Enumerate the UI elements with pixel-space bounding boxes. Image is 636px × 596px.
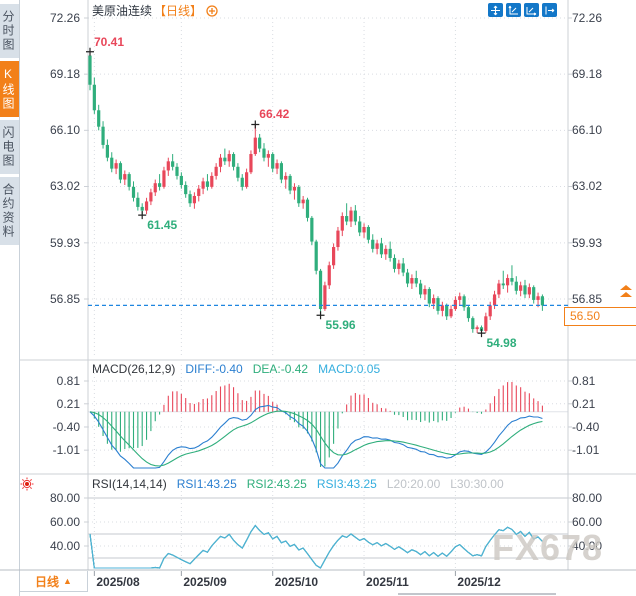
price-axis-label-left: 63.02 bbox=[49, 179, 80, 194]
price-axis-label-right: 72.26 bbox=[572, 11, 603, 25]
price-annotation-high: 66.42 bbox=[259, 107, 290, 122]
rsi-name-label: RSI(14,14,14) bbox=[92, 477, 167, 491]
period-tag: 【日线】 bbox=[154, 4, 203, 18]
macd-header: MACD(26,12,9) DIFF:-0.40 DEA:-0.42 MACD:… bbox=[92, 362, 380, 376]
chevron-up-icon: ▲ bbox=[63, 576, 72, 586]
sidebar-tab-flash-chart[interactable]: 闪电图 bbox=[0, 120, 19, 174]
macd-name-label: MACD(26,12,9) bbox=[92, 362, 176, 376]
date-axis-label: 2025/09 bbox=[183, 575, 227, 589]
candles-layer bbox=[88, 51, 544, 334]
macd-axis-label-left: -0.40 bbox=[52, 419, 80, 434]
sidebar-tab-time-chart[interactable]: 分时图 bbox=[0, 4, 19, 58]
rsi1-value: RSI1:43.25 bbox=[176, 477, 237, 491]
watermark: FX678 bbox=[492, 527, 604, 568]
add-circle-icon[interactable] bbox=[206, 4, 218, 17]
period-selector-button[interactable]: 日线 ▲ bbox=[20, 571, 88, 592]
price-axis-label-right: 59.93 bbox=[572, 235, 603, 250]
price-annotation-low: 54.98 bbox=[486, 336, 517, 351]
symbol-title: 美原油连续 bbox=[92, 4, 153, 18]
current-price-box: 56.50 bbox=[564, 307, 636, 326]
horizontal-scrollbar[interactable] bbox=[398, 593, 556, 595]
macd-layer bbox=[89, 382, 543, 469]
rsi-layer bbox=[89, 524, 543, 569]
price-axis-label-left: 69.18 bbox=[49, 67, 80, 82]
price-axis-label-left: 66.10 bbox=[49, 123, 80, 138]
rsi-axis-label-right: 40.00 bbox=[572, 539, 603, 553]
price-axis-label-left: 56.85 bbox=[49, 292, 80, 306]
macd-axis-label-right: 0.81 bbox=[572, 374, 596, 388]
price-axis-label-right: 56.85 bbox=[572, 292, 603, 306]
sidebar-tab-contract-info[interactable]: 合约资料 bbox=[0, 177, 19, 245]
rsi-l30-value: L30:30.00 bbox=[450, 477, 504, 491]
chart-toolbar bbox=[488, 3, 557, 17]
collapse-panel-icon[interactable] bbox=[542, 3, 557, 17]
date-axis-label: 2025/10 bbox=[274, 575, 319, 589]
rsi-header: RSI(14,14,14) RSI1:43.25 RSI2:43.25 RSI3… bbox=[92, 477, 504, 491]
date-axis-label: 2025/08 bbox=[96, 575, 140, 589]
annotation-markers-layer bbox=[86, 47, 486, 338]
price-annotation-high: 70.41 bbox=[94, 34, 125, 49]
sidebar-tab-kline-chart[interactable]: K线图 bbox=[0, 61, 19, 117]
price-axis-label-right: 69.18 bbox=[572, 67, 603, 82]
sun-settings-icon[interactable] bbox=[20, 477, 34, 491]
zoom-y-axis-icon[interactable] bbox=[506, 3, 521, 17]
macd-macd-value: MACD:0.05 bbox=[318, 362, 381, 376]
macd-axis-label-left: -1.01 bbox=[52, 443, 80, 458]
rsi-axis-label-right: 80.00 bbox=[572, 491, 603, 505]
macd-diff-value: DIFF:-0.40 bbox=[185, 362, 243, 376]
price-axis-label-left: 59.93 bbox=[49, 235, 80, 250]
macd-axis-label-right: -0.40 bbox=[572, 419, 600, 434]
macd-axis-label-right: -1.01 bbox=[572, 443, 600, 458]
price-annotation-low: 61.45 bbox=[147, 218, 178, 233]
date-axis-label: 2025/12 bbox=[457, 575, 501, 589]
rsi-axis-label-right: 60.00 bbox=[572, 515, 603, 529]
chart-title-row: 美原油连续 【日线】 bbox=[92, 3, 218, 18]
period-selector-label: 日线 bbox=[35, 574, 60, 589]
pan-crosshair-icon[interactable] bbox=[488, 3, 503, 17]
rsi2-value: RSI2:43.25 bbox=[246, 477, 307, 491]
price-axis-label-left: 72.26 bbox=[49, 11, 80, 25]
date-axis-label: 2025/11 bbox=[366, 575, 409, 589]
price-axis-label-right: 63.02 bbox=[572, 179, 603, 194]
macd-axis-label-left: 0.21 bbox=[56, 396, 80, 411]
macd-axis-label-left: 0.81 bbox=[56, 374, 80, 388]
rsi3-value: RSI3:43.25 bbox=[316, 477, 377, 491]
macd-axis-label-right: 0.21 bbox=[572, 396, 596, 411]
rsi-axis-label-left: 40.00 bbox=[49, 539, 80, 553]
sidebar: 分时图 K线图 闪电图 合约资料 bbox=[0, 0, 20, 596]
rsi-axis-label-left: 80.00 bbox=[49, 491, 80, 505]
zoom-x-axis-icon[interactable] bbox=[524, 3, 539, 17]
price-axis-label-right: 66.10 bbox=[572, 123, 603, 138]
price-up-arrows-icon bbox=[620, 285, 632, 297]
price-annotation-low: 55.96 bbox=[325, 318, 356, 333]
rsi-l20-value: L20:20.00 bbox=[386, 477, 441, 491]
macd-dea-value: DEA:-0.42 bbox=[252, 362, 309, 376]
rsi-axis-label-left: 60.00 bbox=[49, 515, 80, 529]
